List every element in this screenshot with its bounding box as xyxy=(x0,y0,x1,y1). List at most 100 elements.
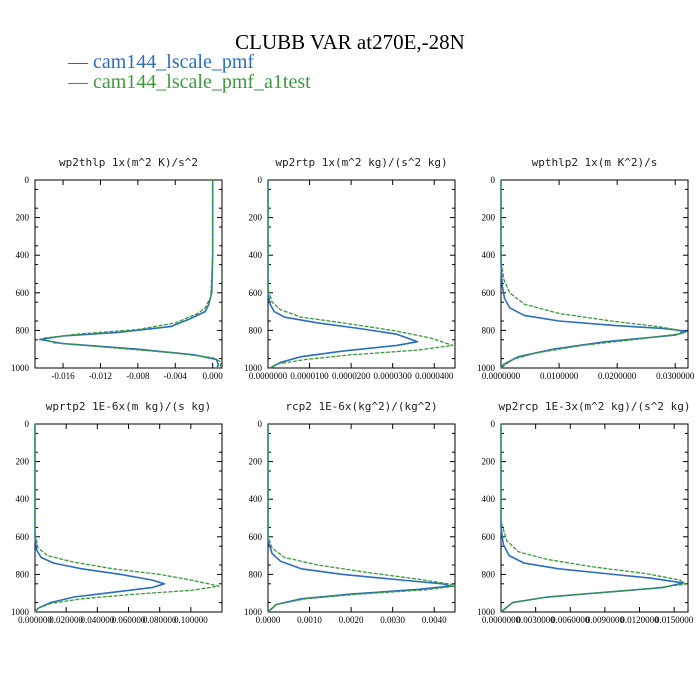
panel-6: wp2rcp 1E-3x(m^2 kg)/(s^2 kg)0 200 400 600 8… xyxy=(477,400,694,625)
y-tick-label: 0 xyxy=(258,175,263,185)
y-tick-label: 200 xyxy=(482,457,496,467)
series-line-2 xyxy=(267,424,456,613)
x-tick-label: 0.0150000 xyxy=(655,615,694,625)
series-line-2 xyxy=(500,180,685,369)
x-tick-label: 0.0030 xyxy=(380,615,405,625)
y-tick-label: 1000 xyxy=(477,363,496,373)
plot-frame xyxy=(500,179,689,369)
y-tick-label: 600 xyxy=(482,288,496,298)
x-tick-label: 0.0000100 xyxy=(290,371,329,381)
y-tick-label: 600 xyxy=(482,532,496,542)
x-tick-label: 0.0300000 xyxy=(656,371,695,381)
legend-dash-icon: — cam144_lscale_pmf_a1test xyxy=(68,71,311,93)
panel-title: wp2thlp 1x(m^2 K)/s^2 xyxy=(59,156,198,169)
x-tick-label: 0.0200000 xyxy=(598,371,637,381)
x-tick-label: 0.0010 xyxy=(297,615,322,625)
panel-3: wpthlp2 1x(m K^2)/s 0 200 400 600 800 10000.00… xyxy=(477,156,695,381)
series-line-2 xyxy=(34,424,220,613)
y-tick-label: 600 xyxy=(249,532,263,542)
x-tick-label: 0.0090000 xyxy=(586,615,625,625)
y-tick-label: 1000 xyxy=(11,607,30,617)
figure-title: CLUBB VAR at270E,-28N xyxy=(235,30,465,54)
y-tick-label: 200 xyxy=(249,457,263,467)
x-tick-label: 0.080000 xyxy=(143,615,177,625)
series-line-1 xyxy=(38,180,220,369)
panel-title: wp2rcp 1E-3x(m^2 kg)/(s^2 kg) xyxy=(498,400,690,413)
x-tick-label: 0.0100000 xyxy=(540,371,579,381)
x-tick-label: 0.000 xyxy=(203,371,224,381)
y-tick-label: 800 xyxy=(249,325,263,335)
y-tick-label: 400 xyxy=(16,250,30,260)
x-tick-label: 0.0000300 xyxy=(374,371,413,381)
legend-dash-icon: — cam144_lscale_pmf xyxy=(68,51,255,73)
x-tick-label: -0.008 xyxy=(126,371,150,381)
y-tick-label: 600 xyxy=(249,288,263,298)
y-tick-label: 0 xyxy=(258,419,263,429)
x-tick-label: 0.100000 xyxy=(174,615,208,625)
x-tick-label: 0.0040 xyxy=(422,615,447,625)
panel-title: wp2rtp 1x(m^2 kg)/(s^2 kg) xyxy=(275,156,447,169)
plot-frame xyxy=(267,179,456,369)
y-tick-label: 800 xyxy=(482,325,496,335)
x-tick-label: 0.0120000 xyxy=(620,615,659,625)
x-tick-label: -0.016 xyxy=(51,371,75,381)
plot-frame xyxy=(267,423,456,613)
x-tick-label: 0.0060000 xyxy=(551,615,590,625)
x-tick-label: 0.0000000 xyxy=(482,615,521,625)
series-line-2 xyxy=(500,424,687,613)
legend-entry-a1test: — cam144_lscale_pmf_a1test xyxy=(68,71,311,94)
x-tick-label: 0.040000 xyxy=(80,615,114,625)
y-tick-label: 600 xyxy=(16,532,30,542)
plot-frame xyxy=(34,179,223,369)
y-tick-label: 400 xyxy=(482,250,496,260)
x-tick-label: 0.000000 xyxy=(18,615,52,625)
y-tick-label: 600 xyxy=(16,288,30,298)
x-tick-label: 0.0000000 xyxy=(249,371,288,381)
y-tick-label: 800 xyxy=(16,569,30,579)
x-tick-label: -0.004 xyxy=(164,371,188,381)
x-tick-label: 0.0000200 xyxy=(332,371,371,381)
y-tick-label: 0 xyxy=(491,419,496,429)
series-line-1 xyxy=(34,424,166,613)
y-tick-label: 400 xyxy=(16,494,30,504)
x-tick-label: 0.020000 xyxy=(49,615,83,625)
panel-4: wprtp2 1E-6x(m kg)/(s kg) 0 200 400 600 800 10… xyxy=(11,400,223,625)
series-line-1 xyxy=(500,424,685,613)
y-tick-label: 400 xyxy=(249,494,263,504)
y-tick-label: 1000 xyxy=(244,607,263,617)
legend-entry-pmf: — cam144_lscale_pmf xyxy=(68,51,254,74)
y-tick-label: 800 xyxy=(16,325,30,335)
panel-5: rcp2 1E-6x(kg^2)/(kg^2) 0 200 400 600 800 1000… xyxy=(244,400,456,625)
y-tick-label: 0 xyxy=(491,175,496,185)
series-line-2 xyxy=(41,180,222,369)
panel-title: wpthlp2 1x(m K^2)/s xyxy=(532,156,658,169)
x-tick-label: -0.012 xyxy=(89,371,112,381)
panel-1: wp2thlp 1x(m^2 K)/s^2 0 200 400 600 800 1000 -0… xyxy=(11,156,223,381)
y-tick-label: 0 xyxy=(25,175,30,185)
y-tick-label: 400 xyxy=(249,250,263,260)
y-tick-label: 200 xyxy=(249,213,263,223)
x-tick-label: 0.0000000 xyxy=(482,371,521,381)
series-line-1 xyxy=(267,180,419,369)
series-line-1 xyxy=(267,424,452,613)
panel-title: rcp2 1E-6x(kg^2)/(kg^2) xyxy=(285,400,437,413)
plot-frame xyxy=(34,423,223,613)
series-line-2 xyxy=(267,180,454,369)
y-tick-label: 200 xyxy=(482,213,496,223)
y-tick-label: 200 xyxy=(16,213,30,223)
y-tick-label: 1000 xyxy=(477,607,496,617)
x-tick-label: 0.0030000 xyxy=(517,615,556,625)
y-tick-label: 1000 xyxy=(244,363,263,373)
y-tick-label: 400 xyxy=(482,494,496,504)
panel-title: wprtp2 1E-6x(m kg)/(s kg) xyxy=(46,400,212,413)
plot-frame xyxy=(500,423,689,613)
panel-2: wp2rtp 1x(m^2 kg)/(s^2 kg) 0 200 400 600 800 1… xyxy=(244,156,456,381)
y-tick-label: 0 xyxy=(25,419,30,429)
x-tick-label: 0.0000 xyxy=(256,615,281,625)
y-tick-label: 800 xyxy=(482,569,496,579)
x-tick-label: 0.0000400 xyxy=(415,371,454,381)
x-tick-label: 0.0020 xyxy=(339,615,364,625)
y-tick-label: 200 xyxy=(16,457,30,467)
y-tick-label: 1000 xyxy=(11,363,30,373)
